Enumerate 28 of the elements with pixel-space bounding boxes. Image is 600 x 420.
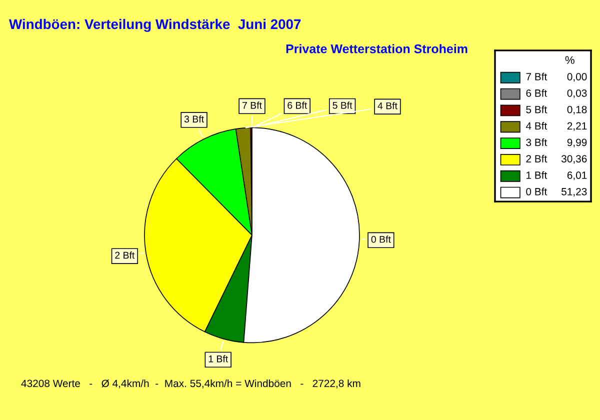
data-label: 9,99 <box>567 138 587 148</box>
legend-label: 3 Bft <box>526 138 548 146</box>
slice-label: 4 Bft <box>378 102 398 110</box>
slice-label: 5 Bft <box>332 102 352 109</box>
data-label: 0,03 <box>567 89 587 98</box>
text: 43208 Werte - Ø 4,4km/h - Max. 55,4km/h = Windböen - 2722,8 km <box>21 379 360 388</box>
data-label: 0,18 <box>567 106 587 114</box>
slice-label: 1 Bft <box>208 355 228 362</box>
data-label: 30,36 <box>561 155 587 164</box>
legend-label: 1 Bft <box>526 171 548 179</box>
legend-title: % <box>565 56 574 64</box>
slice-label: 0 Bft <box>371 236 391 243</box>
legend-label: 7 Bft <box>526 72 548 80</box>
slice-label: 2 Bft <box>115 252 135 259</box>
legend-label: 6 Bft <box>526 89 548 97</box>
legend-label: 4 Bft <box>526 122 548 130</box>
category-label: 7 Bft <box>242 102 262 109</box>
slice-label: 6 Bft <box>288 102 308 109</box>
text: 0,00 <box>567 73 587 82</box>
slice-label: 3 Bft <box>184 115 204 123</box>
legend-label: 5 Bft <box>526 106 548 114</box>
legend-label: 0 Bft <box>526 188 548 196</box>
chart-title: Windböen: Verteilung Windstärke Juni 2007 <box>9 18 301 32</box>
legend-label: 2 Bft <box>526 154 548 162</box>
chart-subtitle: Private Wetterstation Stroheim <box>286 44 468 54</box>
data-label: 2,21 <box>567 122 587 131</box>
data-label: 51,23 <box>562 188 587 197</box>
data-label: 6,01 <box>567 172 587 180</box>
